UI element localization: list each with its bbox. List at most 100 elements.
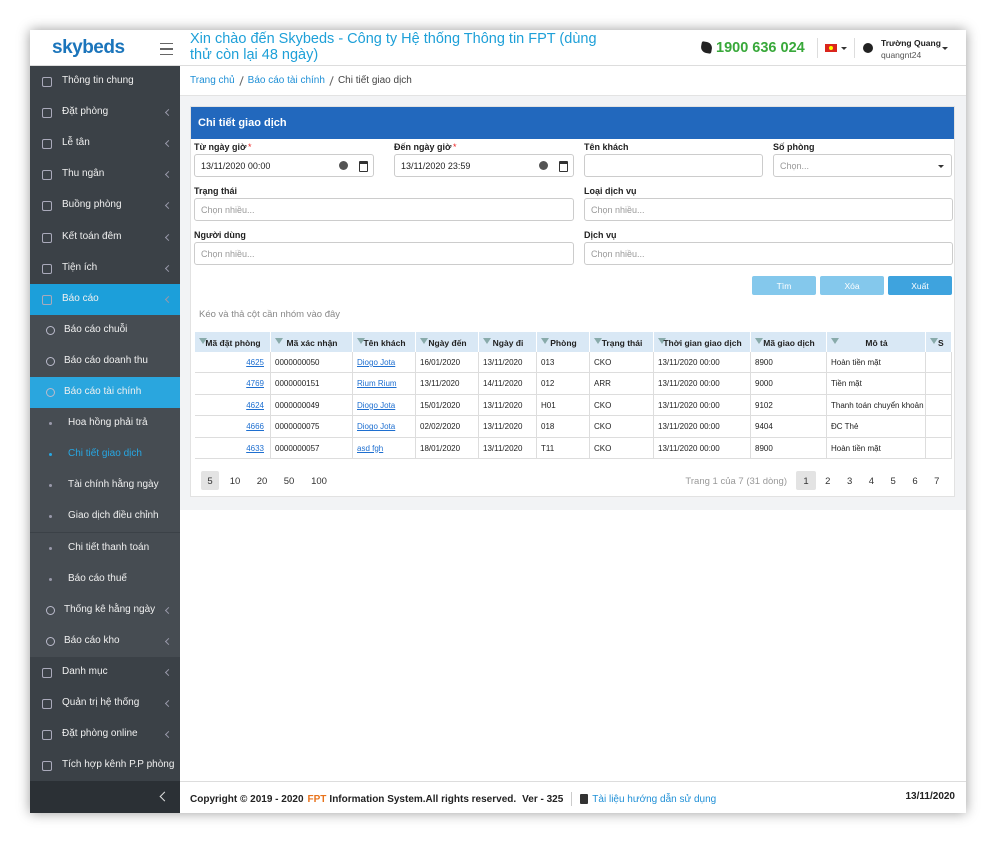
sidebar-item[interactable]: Quản trị hệ thống	[30, 688, 180, 720]
button-label[interactable]: Tìm	[776, 281, 792, 291]
sidebar-item[interactable]: Chi tiết thanh toán	[30, 532, 180, 564]
button-label[interactable]: Xóa	[844, 281, 860, 291]
user-icon[interactable]	[863, 43, 873, 53]
filter-icon[interactable]	[483, 338, 491, 344]
filter-icon[interactable]	[357, 338, 365, 344]
column-header[interactable]: Thời gian giao dịch	[654, 332, 751, 352]
page-number[interactable]: 5	[890, 476, 896, 487]
sidebar-item[interactable]: Báo cáo tài chính	[30, 377, 180, 409]
sidebar-collapse[interactable]	[30, 781, 180, 813]
item-label[interactable]: Đặt phòng online	[62, 728, 138, 740]
sidebar-item[interactable]: Tích hợp kênh P.P phòng	[30, 750, 180, 782]
sidebar-item[interactable]: Lễ tân	[30, 128, 180, 160]
item-label[interactable]: Lễ tân	[62, 137, 90, 149]
table-link[interactable]: 4624	[246, 400, 264, 410]
column-header[interactable]: S	[926, 332, 952, 352]
filter-icon[interactable]	[420, 338, 428, 344]
page-button[interactable]: 1	[796, 471, 816, 490]
sidebar-item[interactable]: Báo cáo chuỗi	[30, 314, 180, 346]
item-label[interactable]: Báo cáo doanh thu	[64, 354, 148, 366]
item-label[interactable]: Quản trị hệ thống	[62, 697, 140, 708]
filter-icon[interactable]	[831, 338, 839, 344]
sidebar-item[interactable]: Đặt phòng online	[30, 719, 180, 751]
item-label[interactable]: Thông tin chung	[62, 75, 134, 86]
field-input[interactable]: Chọn nhiều...	[194, 198, 574, 221]
page-button[interactable]: 3	[840, 471, 860, 490]
button-label[interactable]: Xuất	[911, 281, 929, 291]
item-label[interactable]: Báo cáo	[62, 292, 99, 304]
field-input[interactable]: Chọn...	[773, 154, 952, 177]
sidebar-item[interactable]: Chi tiết giao dịch	[30, 439, 180, 471]
page-button[interactable]: 7	[927, 471, 947, 490]
sidebar-item[interactable]: Thông tin chung	[30, 66, 180, 98]
field-input[interactable]: 13/11/2020 23:59	[394, 154, 574, 177]
sidebar-item[interactable]: Giao dịch điều chỉnh	[30, 501, 180, 533]
calendar-icon[interactable]	[559, 161, 568, 172]
crumb[interactable]: Báo cáo tài chính	[247, 75, 325, 86]
page-size-label[interactable]: 10	[229, 476, 241, 487]
column-header[interactable]: Ngày đi	[479, 332, 537, 352]
menu-toggle[interactable]	[160, 43, 173, 55]
item-label[interactable]: Buồng phòng	[62, 199, 122, 211]
item-label[interactable]: Thu ngân	[62, 168, 105, 180]
sidebar-item[interactable]: Thống kê hằng ngày	[30, 594, 180, 626]
clear-icon[interactable]	[339, 161, 348, 170]
filter-icon[interactable]	[930, 338, 938, 344]
item-label[interactable]: Tích hợp kênh P.P phòng	[62, 759, 175, 771]
item-label[interactable]: Báo cáo chuỗi	[64, 323, 128, 335]
table-link[interactable]: 4666	[246, 422, 264, 432]
item-label[interactable]: Kết toán đêm	[62, 230, 122, 242]
item-label[interactable]: Thống kê hằng ngày	[64, 603, 156, 615]
filter-icon[interactable]	[594, 338, 602, 344]
table-link[interactable]: Diogo Jota	[357, 358, 396, 367]
page-size[interactable]: 100	[305, 471, 333, 490]
flag[interactable]	[825, 44, 837, 52]
guide-link[interactable]: Tài liệu hướng dẫn sử dụng	[592, 793, 717, 805]
column-header[interactable]: Mã giao dịch	[751, 332, 827, 352]
user-name[interactable]: Trường Quang	[881, 38, 941, 48]
column-header[interactable]: Tên khách	[353, 332, 416, 352]
item-label[interactable]: Báo cáo tài chính	[64, 386, 142, 397]
column-header[interactable]: Trạng thái	[590, 332, 654, 352]
field-input[interactable]: 13/11/2020 00:00	[194, 154, 374, 177]
sidebar-item[interactable]: Danh mục	[30, 656, 180, 688]
table-link[interactable]: 4769	[246, 379, 264, 389]
page-size-label[interactable]: 100	[311, 476, 327, 487]
sidebar-item[interactable]: Hoa hồng phải trả	[30, 408, 180, 440]
sidebar-item[interactable]: Báo cáo doanh thu	[30, 345, 180, 377]
page-number[interactable]: 6	[912, 476, 918, 487]
page-button[interactable]: 2	[818, 471, 838, 490]
item-label[interactable]: Chi tiết giao dịch	[68, 448, 142, 460]
field-input[interactable]: Chọn nhiều...	[194, 242, 574, 265]
page-button[interactable]: 6	[905, 471, 925, 490]
button[interactable]: Tìm	[752, 276, 816, 295]
item-label[interactable]: Báo cáo thuế	[68, 572, 127, 584]
filter-icon[interactable]	[199, 338, 207, 344]
button[interactable]: Xóa	[820, 276, 884, 295]
table-link[interactable]: asd fgh	[357, 443, 384, 453]
item-label[interactable]: Giao dịch điều chỉnh	[68, 510, 159, 522]
item-label[interactable]: Đặt phòng	[62, 106, 109, 118]
table-link[interactable]: Diogo Jota	[357, 422, 396, 432]
sidebar-item[interactable]: Đặt phòng	[30, 97, 180, 129]
sidebar-item[interactable]: Tiện ích	[30, 252, 180, 284]
clear-icon[interactable]	[539, 161, 548, 170]
sidebar-item[interactable]: Báo cáo kho	[30, 625, 180, 657]
table-link[interactable]: Rium Rium	[357, 379, 397, 389]
page-number[interactable]: 7	[934, 476, 940, 487]
crumb[interactable]: Trang chủ	[190, 75, 235, 86]
page-size[interactable]: 5	[201, 471, 219, 490]
sidebar-item[interactable]: Tài chính hằng ngày	[30, 470, 180, 502]
column-header[interactable]: Ngày đến	[416, 332, 479, 352]
table-link[interactable]: 4633	[246, 443, 264, 453]
field-input[interactable]: Chọn nhiều...	[584, 242, 953, 265]
page-number[interactable]: 2	[825, 476, 831, 487]
column-header[interactable]: Mã xác nhận	[271, 332, 353, 352]
filter-icon[interactable]	[658, 338, 666, 344]
field-input[interactable]: Chọn nhiều...	[584, 198, 953, 221]
sidebar-item[interactable]: Thu ngân	[30, 159, 180, 191]
column-header[interactable]: Mã đặt phòng	[195, 332, 271, 352]
item-label[interactable]: Tài chính hằng ngày	[68, 479, 159, 491]
page-size[interactable]: 10	[221, 471, 249, 490]
table-link[interactable]: 4625	[246, 358, 264, 367]
